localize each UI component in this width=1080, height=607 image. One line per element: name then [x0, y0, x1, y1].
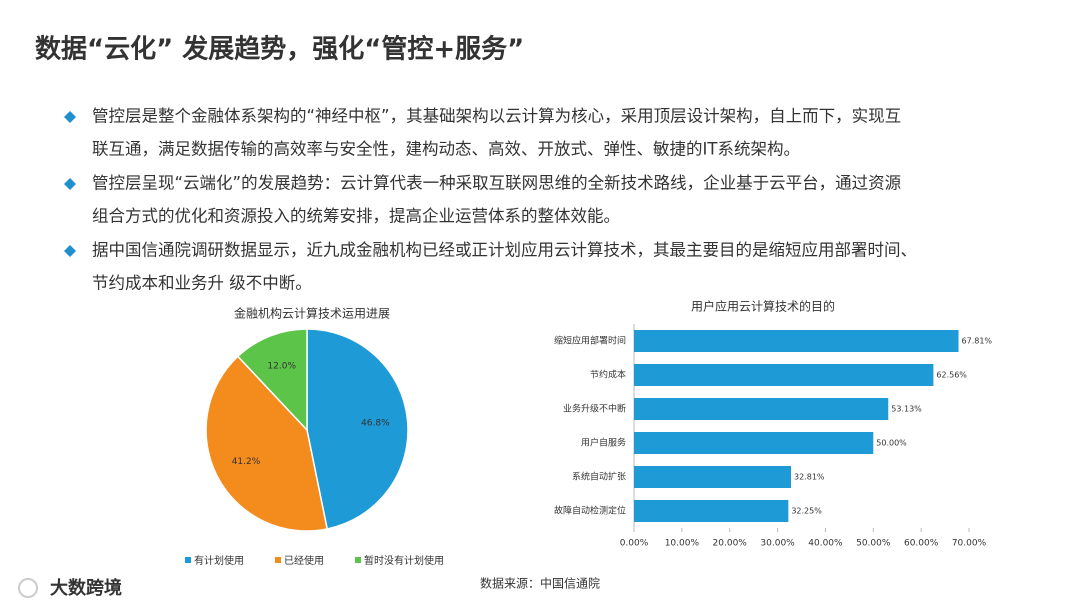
legend-label: 已经使用 [284, 554, 324, 567]
x-tick-label: 70.00% [952, 539, 987, 549]
legend-swatch [355, 557, 361, 563]
value-label: 32.81% [794, 473, 825, 482]
bar [634, 364, 934, 386]
x-tick-label: 20.00% [713, 539, 748, 549]
value-label: 53.13% [891, 405, 922, 414]
source: 数据来源：中国信通院 [480, 576, 600, 591]
value-label: 50.00% [876, 439, 907, 448]
bar [634, 330, 959, 352]
watermark: 大数跨境 [50, 577, 122, 599]
bar [634, 466, 792, 488]
bar [634, 398, 889, 420]
x-tick-label: 50.00% [856, 539, 891, 549]
bullet-text: 组合方式的优化和资源投入的统筹安排，提高企业运营体系的整体效能。 [92, 207, 620, 226]
value-label: 32.25% [791, 507, 822, 516]
pie-slice [236, 328, 308, 432]
bullet-text: 管控层是整个金融体系架构的“神经中枢”，其基础架构以云计算为核心，采用顶层设计架… [92, 107, 901, 126]
bullet-text: 联互通，满足数据传输的高效率与安全性，建构动态、高效、开放式、弹性、敏捷的IT系… [92, 140, 800, 159]
bullet-diamond [64, 178, 76, 190]
chart-title: 金融机构云计算技术运用进展 [234, 306, 390, 321]
bar [634, 500, 789, 522]
slice-label: 12.0% [267, 362, 296, 372]
pie-slice [205, 355, 329, 532]
category-label: 缩短应用部署时间 [554, 335, 626, 347]
category-label: 节约成本 [590, 369, 626, 381]
x-tick-label: 10.00% [665, 539, 700, 549]
legend-swatch [185, 557, 191, 563]
slice-label: 41.2% [232, 457, 261, 467]
value-label: 67.81% [962, 337, 993, 346]
category-label: 系统自动扩张 [572, 471, 626, 483]
x-tick-label: 0.00% [620, 539, 649, 549]
legend-swatch [275, 557, 281, 563]
pie-slice [306, 328, 409, 530]
x-tick-label: 30.00% [760, 539, 795, 549]
bullet-text: 据中国信通院调研数据显示，近九成金融机构已经或正计划应用云计算技术，其最主要目的… [92, 241, 917, 260]
bullet-diamond [64, 245, 76, 257]
category-label: 用户自服务 [581, 437, 626, 449]
bar [634, 432, 874, 454]
legend-label: 暂时没有计划使用 [364, 554, 444, 567]
slice-label: 46.8% [361, 419, 390, 429]
bullet-diamond [64, 111, 76, 123]
category-label: 故障自动检测定位 [554, 505, 626, 517]
category-label: 业务升级不中断 [563, 403, 626, 415]
chart-title: 用户应用云计算技术的目的 [691, 299, 835, 314]
x-tick-label: 60.00% [904, 539, 939, 549]
bullet-text: 管控层呈现“云端化”的发展趋势：云计算代表一种采取互联网思维的全新技术路线，企业… [92, 174, 901, 193]
legend-label: 有计划使用 [194, 554, 244, 567]
bullet-text: 节约成本和业务升 级不中断。 [92, 274, 312, 293]
slide-title: 数据“云化” 发展趋势，强化“管控+服务” [35, 34, 524, 65]
value-label: 62.56% [936, 371, 967, 380]
x-tick-label: 40.00% [808, 539, 843, 549]
watermark-icon [18, 578, 38, 598]
